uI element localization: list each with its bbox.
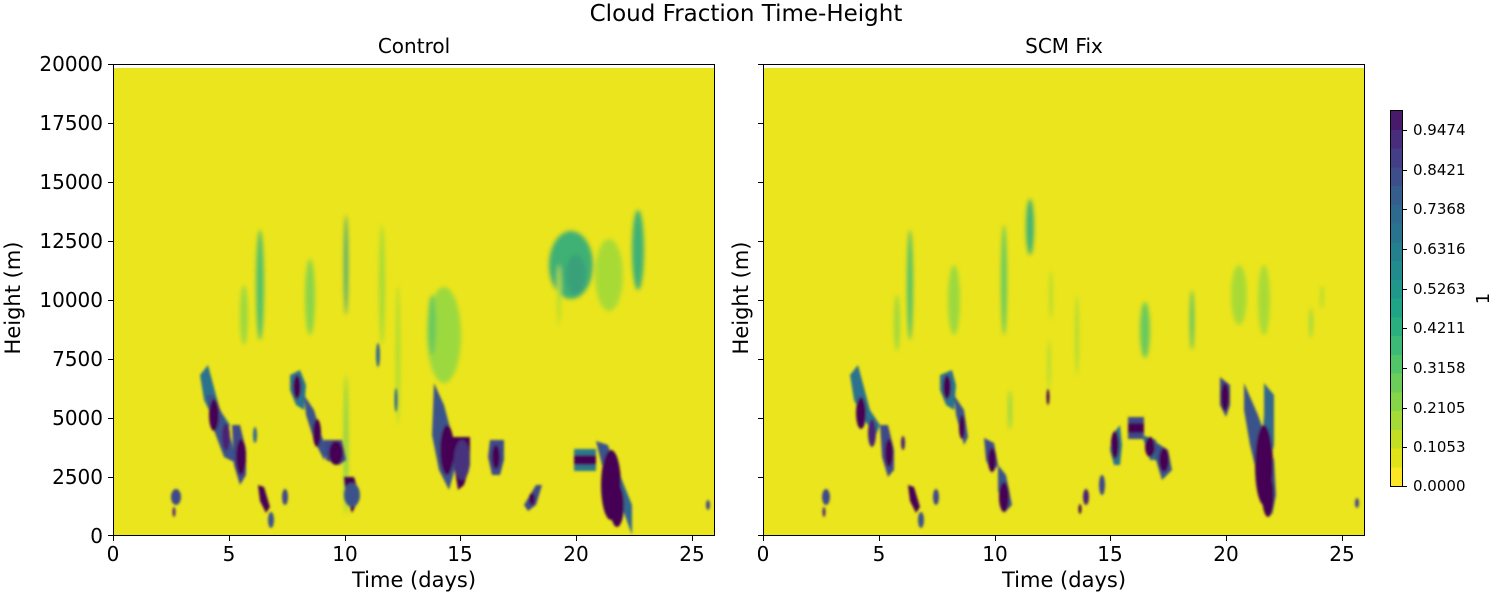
cbar-tick-mark bbox=[1403, 289, 1407, 290]
control-heatmap-svg bbox=[171, 210, 710, 535]
cbar-tick-label: 0.5263 bbox=[1413, 280, 1466, 298]
ytick-label: 0 bbox=[90, 524, 103, 548]
xtick-label: 5 bbox=[222, 542, 236, 566]
control-panel-title: Control bbox=[377, 34, 451, 58]
cbar-tick-label: 0.0000 bbox=[1413, 477, 1466, 495]
xtick-mark bbox=[995, 536, 996, 541]
scm-fix-heatmap bbox=[763, 64, 1365, 536]
ytick-label: 17500 bbox=[39, 111, 103, 135]
xtick-mark bbox=[1342, 536, 1343, 541]
figure-suptitle: Cloud Fraction Time-Height bbox=[589, 1, 903, 27]
xtick-mark bbox=[1226, 536, 1227, 541]
cbar-tick-label: 0.7368 bbox=[1413, 200, 1466, 218]
ytick-mark bbox=[758, 123, 763, 124]
ytick-mark bbox=[108, 123, 113, 124]
cbar-tick-mark bbox=[1403, 328, 1407, 329]
xtick-label: 10 bbox=[332, 542, 358, 566]
ytick-mark bbox=[758, 535, 763, 536]
xtick-label: 25 bbox=[1329, 542, 1355, 566]
cbar-tick-mark bbox=[1403, 447, 1407, 448]
cbar-tick-mark bbox=[1403, 486, 1407, 487]
cbar-tick-label: 0.9474 bbox=[1413, 121, 1466, 139]
ytick-mark bbox=[758, 241, 763, 242]
xtick-mark bbox=[692, 536, 693, 541]
ytick-mark bbox=[108, 182, 113, 183]
cbar-tick-label: 0.8421 bbox=[1413, 161, 1466, 179]
ytick-mark bbox=[108, 535, 113, 536]
cbar-tick-label: 0.3158 bbox=[1413, 359, 1466, 377]
scm-fix-panel-title: SCM Fix bbox=[1025, 34, 1103, 58]
xtick-mark bbox=[460, 536, 461, 541]
control-heatmap bbox=[113, 64, 715, 536]
xtick-label: 15 bbox=[1097, 542, 1123, 566]
top-gap bbox=[114, 65, 714, 68]
ytick-mark bbox=[108, 300, 113, 301]
cbar-tick-label: 0.4211 bbox=[1413, 319, 1466, 337]
xtick-label: 15 bbox=[447, 542, 473, 566]
ytick-mark bbox=[758, 300, 763, 301]
ytick-mark bbox=[758, 359, 763, 360]
xtick-label: 20 bbox=[563, 542, 589, 566]
xtick-label: 25 bbox=[679, 542, 705, 566]
colorbar bbox=[1390, 110, 1403, 487]
xtick-label: 0 bbox=[756, 542, 770, 566]
ytick-mark bbox=[758, 182, 763, 183]
ytick-label: 5000 bbox=[52, 406, 103, 430]
xtick-mark bbox=[879, 536, 880, 541]
top-gap bbox=[764, 65, 1364, 68]
colorbar-label: 1 bbox=[1473, 292, 1495, 305]
xtick-mark bbox=[763, 536, 764, 541]
cbar-tick-mark bbox=[1403, 408, 1407, 409]
xtick-mark bbox=[1110, 536, 1111, 541]
ytick-label: 12500 bbox=[39, 229, 103, 253]
ytick-label: 10000 bbox=[39, 288, 103, 312]
ytick-label: 20000 bbox=[39, 52, 103, 76]
control-xlabel: Time (days) bbox=[351, 568, 477, 592]
xtick-label: 5 bbox=[872, 542, 886, 566]
cbar-tick-label: 0.2105 bbox=[1413, 399, 1466, 417]
xtick-label: 10 bbox=[982, 542, 1008, 566]
cbar-tick-label: 0.6316 bbox=[1413, 240, 1466, 258]
xtick-label: 20 bbox=[1213, 542, 1239, 566]
cbar-tick-mark bbox=[1403, 209, 1407, 210]
ytick-mark bbox=[758, 418, 763, 419]
cbar-tick-mark bbox=[1403, 130, 1407, 131]
ytick-label: 7500 bbox=[52, 347, 103, 371]
scm-fix-heatmap-svg bbox=[822, 199, 1359, 528]
scm-fix-xlabel: Time (days) bbox=[1001, 568, 1127, 592]
cbar-tick-label: 0.1053 bbox=[1413, 438, 1466, 456]
ytick-mark bbox=[758, 64, 763, 65]
ytick-label: 2500 bbox=[52, 465, 103, 489]
ytick-mark bbox=[108, 64, 113, 65]
ytick-mark bbox=[108, 241, 113, 242]
xtick-mark bbox=[113, 536, 114, 541]
cbar-tick-mark bbox=[1403, 368, 1407, 369]
scm-fix-ylabel: Height (m) bbox=[729, 241, 753, 355]
control-ylabel: Height (m) bbox=[1, 241, 25, 355]
xtick-mark bbox=[576, 536, 577, 541]
xtick-mark bbox=[229, 536, 230, 541]
ytick-mark bbox=[108, 418, 113, 419]
cbar-tick-mark bbox=[1403, 170, 1407, 171]
ytick-mark bbox=[758, 477, 763, 478]
ytick-label: 15000 bbox=[39, 170, 103, 194]
ytick-mark bbox=[108, 477, 113, 478]
xtick-mark bbox=[345, 536, 346, 541]
ytick-mark bbox=[108, 359, 113, 360]
cbar-tick-mark bbox=[1403, 249, 1407, 250]
xtick-label: 0 bbox=[106, 542, 120, 566]
